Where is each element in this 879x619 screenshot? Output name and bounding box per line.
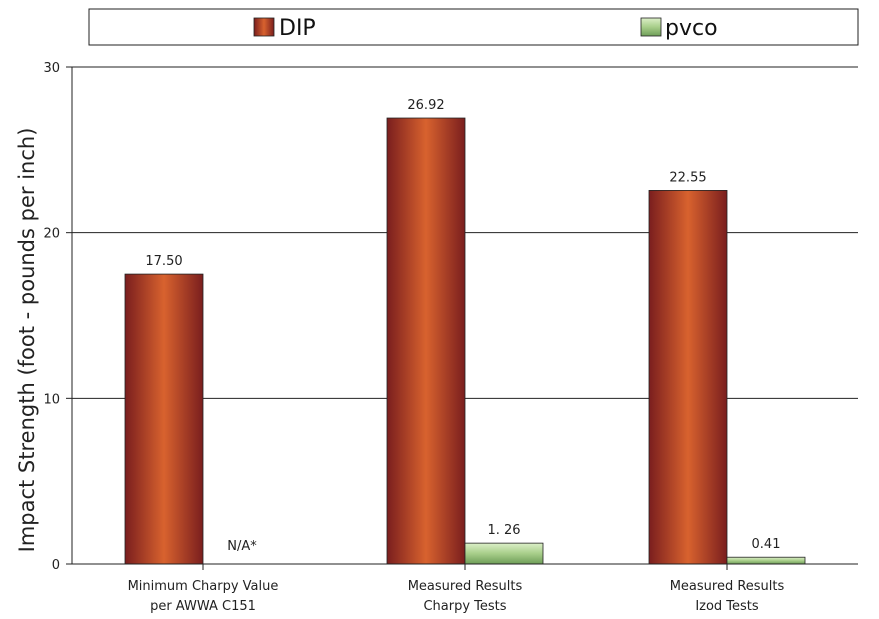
value-label-dip-0: 17.50 bbox=[145, 254, 182, 269]
value-labels: 17.50 N/A* 26.92 1. 26 22.55 0.41 bbox=[145, 98, 780, 554]
x-tick-label: per AWWA C151 bbox=[150, 599, 256, 614]
value-label-pvco-0: N/A* bbox=[227, 539, 257, 554]
x-tick-label: Measured Results bbox=[670, 579, 785, 594]
value-label-pvco-1: 1. 26 bbox=[487, 523, 520, 538]
legend: DIP pvco bbox=[88, 8, 859, 46]
y-tick-label: 0 bbox=[52, 558, 60, 573]
x-tick-label: Charpy Tests bbox=[423, 599, 506, 614]
value-label-pvco-2: 0.41 bbox=[752, 537, 781, 552]
legend-swatch-pvco bbox=[640, 17, 662, 37]
bar-pvco-2 bbox=[726, 556, 806, 565]
y-axis-ticks: 0 10 20 30 bbox=[43, 61, 72, 573]
legend-swatch-dip bbox=[253, 17, 275, 37]
x-tick-label: Minimum Charpy Value bbox=[128, 579, 279, 594]
x-tick-label: Izod Tests bbox=[695, 599, 759, 614]
x-axis-labels: Minimum Charpy Value per AWWA C151 Measure… bbox=[128, 564, 785, 614]
legend-label-dip: DIP bbox=[279, 16, 316, 41]
value-label-dip-1: 26.92 bbox=[407, 98, 444, 113]
bar-dip-2 bbox=[648, 190, 728, 565]
bar-dip-1 bbox=[386, 117, 466, 565]
legend-label-pvco: pvco bbox=[665, 16, 718, 41]
y-tick-label: 20 bbox=[43, 227, 60, 242]
x-tick-label: Measured Results bbox=[408, 579, 523, 594]
y-tick-label: 30 bbox=[43, 61, 60, 76]
y-axis-label: Impact Strength (foot - pounds per inch) bbox=[15, 128, 39, 553]
bar-dip-0 bbox=[124, 273, 204, 565]
bar-pvco-1 bbox=[464, 542, 544, 565]
y-tick-label: 10 bbox=[43, 392, 60, 407]
legend-box bbox=[88, 8, 859, 46]
value-label-dip-2: 22.55 bbox=[669, 170, 706, 185]
